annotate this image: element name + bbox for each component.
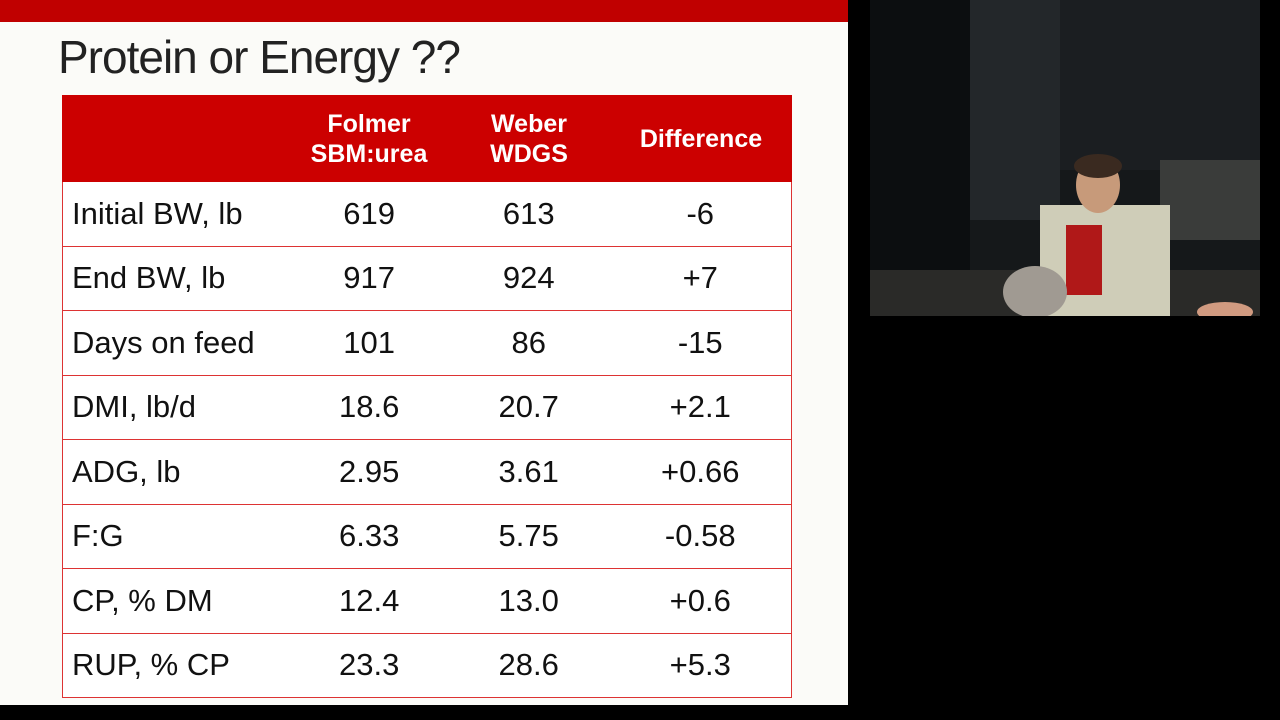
table-header: Folmer SBM:urea Weber WDGS Difference (62, 95, 792, 182)
row-label: RUP, % CP (72, 647, 230, 683)
row-label: DMI, lb/d (72, 389, 197, 425)
table-cell: 86 (511, 324, 546, 360)
table-row: CP, % DM 12.4 13.0 +0.6 (62, 569, 792, 634)
table-cell: +5.3 (669, 647, 731, 683)
header-cell: Difference (610, 95, 792, 182)
header-cell: Weber WDGS (448, 95, 610, 182)
table-cell: +2.1 (669, 389, 731, 425)
header-cell: Folmer SBM:urea (290, 95, 448, 182)
table-cell: 5.75 (498, 518, 559, 554)
slide: Protein or Energy ?? Folmer SBM:urea Weber… (0, 0, 848, 705)
data-table: Folmer SBM:urea Weber WDGS Difference Initia… (62, 95, 792, 698)
table-row: RUP, % CP 23.3 28.6 +5.3 (62, 633, 792, 698)
table-cell: 2.95 (339, 453, 400, 489)
table-row: ADG, lb 2.95 3.61 +0.66 (62, 440, 792, 505)
table-cell: -6 (686, 195, 715, 231)
video-frame (870, 0, 1260, 316)
table-row: Days on feed 101 86 -15 (62, 311, 792, 376)
table-row: F:G 6.33 5.75 -0.58 (62, 504, 792, 569)
table-cell: 619 (343, 195, 396, 231)
table-cell: +0.66 (661, 453, 740, 489)
speaker-video (870, 0, 1260, 316)
header-line: SBM:urea (310, 139, 428, 168)
table-cell: 917 (343, 260, 396, 296)
table-cell: 6.33 (339, 518, 400, 554)
table-row: Initial BW, lb 619 613 -6 (62, 182, 792, 247)
table-row: End BW, lb 917 924 +7 (62, 246, 792, 311)
table-cell: 13.0 (498, 582, 559, 618)
table-cell: 101 (343, 324, 396, 360)
top-bar (0, 0, 848, 22)
row-label: Initial BW, lb (72, 195, 243, 231)
table-cell: +0.6 (669, 582, 731, 618)
table-cell: 28.6 (498, 647, 559, 683)
row-label: Days on feed (72, 324, 255, 360)
slide-title: Protein or Energy ?? (58, 31, 461, 83)
header-line: Weber (491, 109, 567, 138)
table-cell: 20.7 (498, 389, 559, 425)
table-cell: 23.3 (339, 647, 400, 683)
table-cell: 12.4 (339, 582, 400, 618)
row-label: End BW, lb (72, 260, 226, 296)
table-cell: 3.61 (498, 453, 559, 489)
table-cell: -15 (677, 324, 723, 360)
header-line: Folmer (327, 109, 411, 138)
table-cell: 18.6 (339, 389, 400, 425)
row-label: CP, % DM (72, 582, 213, 618)
table-cell: -0.58 (664, 518, 736, 554)
row-label: ADG, lb (72, 453, 181, 489)
row-label: F:G (72, 518, 124, 554)
table-cell: +7 (682, 260, 718, 296)
table-cell: 924 (502, 260, 555, 296)
table-row: DMI, lb/d 18.6 20.7 +2.1 (62, 375, 792, 440)
header-line: Difference (639, 124, 763, 153)
header-cell (62, 95, 290, 182)
table-cell: 613 (502, 195, 555, 231)
header-line: WDGS (490, 139, 568, 168)
